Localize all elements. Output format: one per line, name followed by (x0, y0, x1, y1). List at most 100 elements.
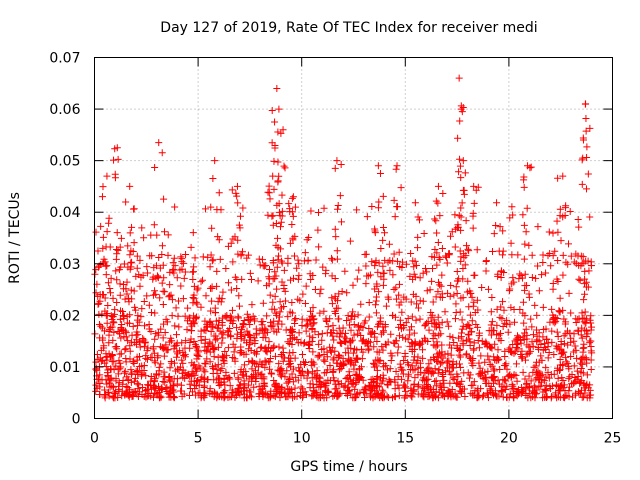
data-point (565, 393, 573, 401)
data-point (265, 338, 273, 346)
data-point (273, 263, 281, 271)
data-point (173, 348, 181, 356)
data-point (357, 300, 365, 308)
data-point (354, 311, 362, 319)
data-point (432, 357, 440, 365)
data-point (446, 332, 454, 340)
data-point (353, 346, 361, 354)
data-point (263, 282, 271, 290)
data-point (307, 207, 315, 215)
data-point (113, 144, 121, 152)
data-point (262, 389, 270, 397)
data-point (174, 375, 182, 383)
data-point (136, 343, 144, 351)
data-point (500, 383, 508, 391)
data-point (445, 322, 453, 330)
data-point (248, 276, 255, 284)
data-point (274, 128, 282, 136)
data-point (144, 269, 152, 277)
data-point (249, 312, 257, 320)
data-point (532, 362, 540, 370)
data-point (440, 383, 448, 391)
data-point (247, 346, 255, 354)
data-point (320, 394, 328, 402)
data-point (380, 363, 388, 371)
data-point (484, 352, 492, 360)
data-point (579, 154, 587, 162)
data-point (260, 375, 268, 383)
y-tick-labels: 0 0.01 0.02 0.03 0.04 0.05 0.06 0.07 (49, 51, 80, 428)
data-point (295, 272, 303, 280)
data-point (316, 290, 324, 298)
data-point (233, 182, 241, 190)
data-point (353, 206, 361, 214)
data-point (423, 365, 431, 373)
data-point (309, 380, 317, 388)
data-point (159, 345, 167, 353)
data-point (585, 384, 593, 392)
data-point (163, 318, 171, 326)
data-point (353, 275, 361, 283)
data-point (531, 301, 539, 309)
data-point (126, 229, 134, 237)
data-point (206, 338, 214, 346)
data-point (359, 337, 367, 345)
data-point (215, 189, 223, 197)
data-point (474, 336, 482, 344)
data-point (400, 357, 408, 365)
data-point (578, 324, 586, 332)
data-point (379, 236, 387, 244)
data-point (354, 355, 362, 363)
data-point (408, 313, 416, 321)
data-point (251, 374, 259, 382)
data-point (345, 378, 353, 386)
data-point (317, 382, 325, 390)
data-point (99, 244, 107, 252)
data-point (306, 338, 314, 346)
data-point (503, 394, 511, 402)
data-point (371, 229, 379, 237)
data-point (229, 258, 237, 266)
data-point (575, 389, 583, 397)
data-point (410, 380, 418, 388)
data-point (452, 379, 460, 387)
data-point (379, 327, 387, 335)
data-point (172, 331, 180, 339)
data-point (395, 332, 403, 340)
data-point (431, 246, 439, 254)
data-point (421, 321, 429, 329)
data-point (427, 356, 435, 364)
data-point (482, 267, 490, 275)
data-point (554, 333, 562, 341)
data-point (427, 314, 435, 322)
data-point (417, 368, 425, 376)
data-point (540, 377, 548, 385)
data-point (160, 368, 168, 376)
data-point (201, 317, 209, 325)
data-point (334, 377, 342, 385)
data-point (124, 242, 132, 250)
data-point (92, 228, 100, 236)
data-point (227, 239, 235, 247)
data-point (191, 340, 199, 348)
data-point (556, 361, 564, 369)
data-point (560, 315, 568, 323)
data-point (380, 275, 388, 283)
data-point (449, 374, 457, 382)
data-point (106, 383, 114, 391)
data-point (109, 336, 117, 344)
data-point (269, 172, 277, 180)
data-point (555, 386, 563, 394)
data-point (218, 364, 226, 372)
data-point (490, 367, 498, 375)
data-point (277, 223, 285, 231)
data-point (214, 233, 222, 241)
data-point (540, 325, 548, 333)
data-point (574, 327, 582, 335)
data-point (446, 341, 454, 349)
data-point (396, 360, 404, 368)
data-point (559, 251, 567, 259)
data-point (500, 306, 508, 314)
data-point (268, 212, 276, 220)
data-point (158, 279, 166, 287)
